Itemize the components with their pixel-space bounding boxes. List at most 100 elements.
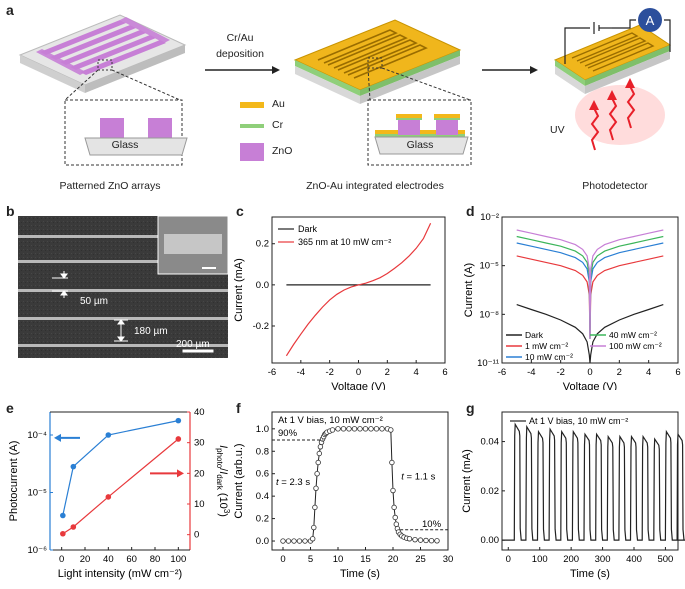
y-axis-label-right-part: I	[217, 471, 229, 474]
pulse-train-line	[502, 422, 685, 541]
y-axis-label: Current (mA)	[233, 258, 245, 322]
y-axis-label-right-part: 3	[222, 509, 230, 514]
x-tick-label: 15	[360, 554, 371, 565]
legend-cr-label: Cr	[272, 119, 284, 131]
series-line-3	[516, 235, 664, 339]
annot-rise-t: t	[276, 477, 279, 488]
legend-label: 40 mW cm⁻²	[609, 330, 657, 340]
x-tick-label: 100	[170, 554, 186, 565]
response-point	[315, 459, 321, 466]
response-point	[406, 536, 413, 542]
x-tick-label: 5	[308, 554, 313, 565]
y-axis-label-right-part: )	[217, 513, 229, 517]
panel-g-label: g	[466, 400, 475, 416]
circuit-wires	[564, 19, 671, 64]
chart-f-title: At 1 V bias, 10 mW cm⁻²	[278, 415, 383, 426]
y-tick-label: 0.4	[256, 491, 269, 502]
x-tick-label: 300	[595, 554, 611, 565]
response-point	[392, 514, 398, 521]
response-point	[412, 536, 418, 543]
dim-50um: 50 µm	[80, 296, 108, 307]
photocurrent-point	[60, 512, 66, 519]
series-photocurrent-line	[62, 420, 179, 516]
y-tick-label: 10⁻⁵	[27, 488, 47, 499]
y-axis-label: Current (A)	[463, 263, 475, 317]
x-tick-label: 25	[415, 554, 426, 565]
panel-f-label: f	[236, 400, 241, 416]
legend-label: 10 mW cm⁻²	[525, 352, 573, 362]
stage1-caption: Patterned ZnO arrays	[59, 180, 161, 192]
y-axis-label-right-part: dark	[215, 474, 224, 491]
scale-200um: 200 µm	[176, 339, 210, 350]
series-ratio-line	[62, 438, 179, 535]
response-point	[285, 538, 292, 544]
ratio-point	[105, 494, 112, 500]
ammeter-icon	[638, 8, 662, 32]
x-axis-label: Voltage (V)	[331, 381, 385, 390]
response-point	[351, 426, 358, 432]
x-tick-label: 100	[532, 554, 548, 565]
response-point	[302, 538, 308, 544]
x-tick-label: 20	[388, 554, 399, 565]
series-line-4	[516, 229, 664, 339]
legend-cr-swatch	[240, 124, 264, 128]
x-axis-label: Voltage (V)	[563, 381, 617, 390]
stage3-device	[553, 24, 672, 94]
chart-f: 0 5 10 15 20 25 30 Time (s) 0.0 0.2 0.4 0.6 0.8 1.0 Cu…	[233, 411, 454, 580]
ratio-point	[175, 436, 182, 442]
legend-zno-label: ZnO	[272, 145, 293, 157]
photocurrent-point	[175, 417, 182, 424]
x-tick-label: -4	[527, 367, 535, 378]
x-tick-label: 4	[646, 367, 651, 378]
legend-label: 100 mW cm⁻²	[609, 341, 662, 351]
plot-frame	[271, 411, 449, 551]
panel-a-schematic: A	[18, 8, 672, 166]
annot-10pct: 10%	[422, 519, 442, 530]
legend-au-swatch	[240, 102, 264, 108]
x-tick-label: 0	[587, 367, 592, 378]
response-point	[423, 537, 429, 544]
sem-image: 50 µm 180 µm 200 µm	[18, 216, 228, 358]
response-point	[391, 504, 397, 511]
panel-d-label: d	[466, 203, 475, 219]
chart-c: -6 -4 -2 0 2 4 6 Voltage (V) -0.2 0.0 0.2 Current (…	[233, 216, 448, 390]
arrow1-line1: Cr/Au	[226, 32, 254, 44]
response-point	[316, 450, 322, 457]
x-tick-label: 60	[126, 554, 137, 565]
blue-arrow-head	[54, 433, 61, 442]
y-tick-label-right: 0	[194, 530, 199, 541]
stage3-caption: Photodetector	[582, 180, 648, 192]
annot-fall-val: = 1.1 s	[404, 471, 436, 482]
annot-90pct: 90%	[278, 428, 298, 439]
annot-fall-t: t	[401, 471, 404, 482]
y-tick-label: 0.6	[256, 469, 269, 480]
panel-c-label: c	[236, 203, 244, 219]
y-tick-label: -0.2	[253, 321, 269, 332]
response-point	[417, 537, 424, 543]
x-tick-label: 2	[385, 367, 390, 378]
y-axis-label-right-part: (10	[217, 490, 229, 509]
chart-g: 0 100 200 300 400 500 Time (s) 0.00 0.02 0.04 Curr…	[461, 411, 685, 580]
x-tick-label: 0	[59, 554, 64, 565]
y-tick-label: 10⁻⁸	[479, 309, 499, 320]
response-point	[291, 538, 297, 544]
response-point	[373, 426, 380, 432]
x-tick-label: 30	[443, 554, 454, 565]
response-point	[309, 536, 316, 542]
response-point	[428, 537, 435, 544]
response-point	[389, 459, 395, 466]
legend-label: 365 nm at 10 mW cm⁻²	[298, 237, 391, 247]
x-tick-label: 40	[103, 554, 114, 565]
dim-180um: 180 µm	[134, 326, 168, 337]
y-tick-label: 0.8	[256, 446, 269, 457]
panel-b-label: b	[6, 203, 15, 219]
x-tick-label: 500	[657, 554, 673, 565]
x-tick-label: -6	[498, 367, 506, 378]
glass-label-1: Glass	[111, 139, 139, 151]
y-tick-label: 10⁻⁶	[28, 545, 48, 556]
x-tick-label: 4	[414, 367, 419, 378]
series-line-1	[285, 222, 432, 357]
panel-a-label: a	[6, 2, 14, 18]
y-tick-label: 0.0	[256, 536, 269, 547]
